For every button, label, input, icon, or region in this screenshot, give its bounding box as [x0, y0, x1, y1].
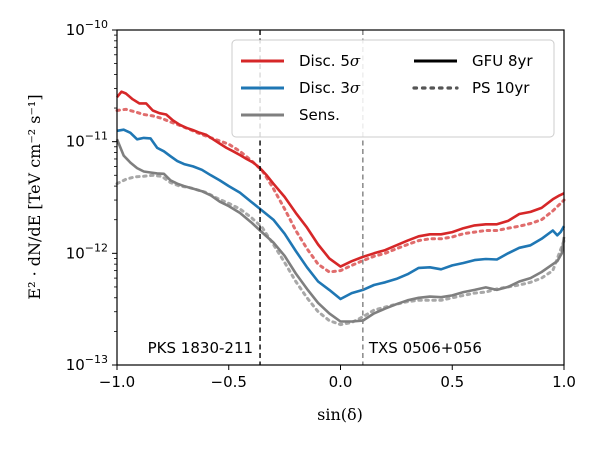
series-line-4	[115, 173, 566, 327]
x-axis-label: sin(δ)	[317, 405, 363, 424]
tick-layer: −1.0 −0.5 0.0 0.5 1.0 10−13 10−12 10−11 10−10	[66, 18, 576, 391]
series-line-1	[116, 128, 566, 301]
y-tick-label-3: 10−10	[66, 18, 108, 39]
x-tick-label-0: −1.0	[99, 373, 135, 391]
x-tick-label-4: 1.0	[552, 373, 576, 391]
series-line-2	[115, 138, 566, 323]
y-tick-label-0: 10−13	[66, 353, 108, 374]
legend-right-1-label: PS 10yr	[472, 79, 530, 97]
legend-left-0-label: Disc. 5σ	[299, 52, 361, 70]
legend-left-2-label: Sens.	[299, 106, 340, 124]
x-tick-label-1: −0.5	[211, 373, 247, 391]
y-tick-label-1: 10−12	[66, 241, 108, 262]
legend-right-0-label: GFU 8yr	[472, 52, 533, 70]
series-layer	[115, 90, 566, 327]
legend-box	[231, 39, 555, 138]
x-tick-label-3: 0.5	[440, 373, 464, 391]
legend-left-1-label: Disc. 3σ	[299, 79, 361, 97]
vline-label-0: PKS 1830-211	[148, 339, 253, 357]
y-tick-label-2: 10−11	[66, 130, 108, 151]
series-line-0	[115, 90, 565, 268]
x-tick-label-2: 0.0	[329, 373, 353, 391]
y-axis-label: E² · dN/dE [TeV cm⁻² s⁻¹]	[25, 94, 44, 299]
vline-label-1: TXS 0506+056	[368, 339, 482, 357]
legend: Disc. 5σ Disc. 3σ Sens. GFU 8yr PS 10yr	[231, 39, 555, 138]
